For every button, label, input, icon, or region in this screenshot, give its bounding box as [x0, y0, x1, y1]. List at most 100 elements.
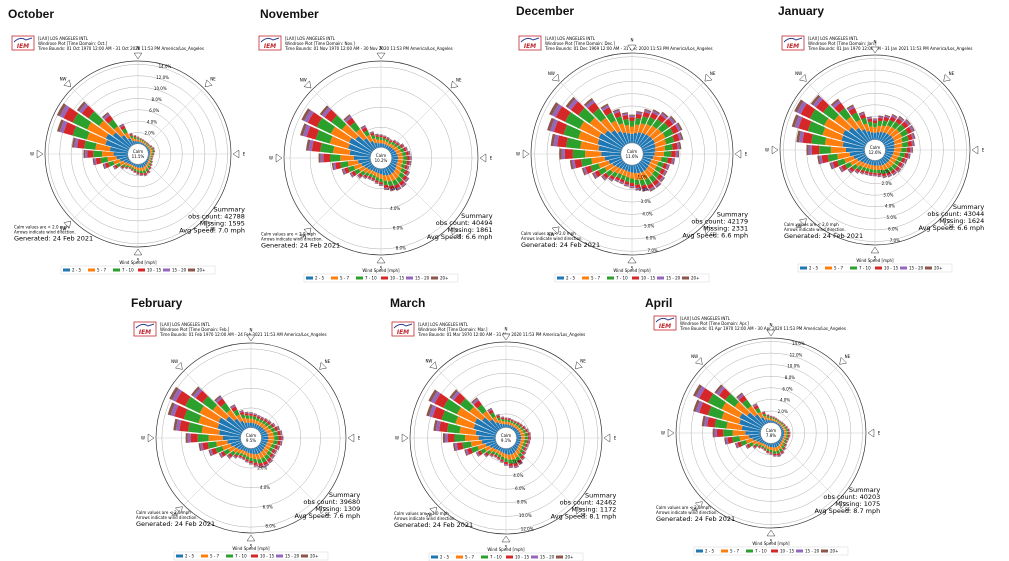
wind-bar-segment	[56, 103, 67, 117]
wind-bar-segment	[870, 132, 874, 140]
wind-bar-segment	[86, 132, 108, 145]
wind-bar-segment	[752, 404, 758, 408]
wind-bar-segment	[482, 417, 499, 432]
wind-bar-segment	[912, 140, 915, 147]
calm-circle	[127, 143, 149, 165]
summary-missing: Missing: 1861	[448, 226, 493, 234]
wind-bar-segment	[397, 145, 402, 150]
wind-bar-segment	[57, 119, 65, 133]
iem-logo-text: IEM	[17, 43, 29, 50]
grid-spoke	[703, 440, 764, 501]
legend-label: 2 - 5	[440, 555, 450, 560]
legend-label: 5 - 7	[465, 555, 475, 560]
wind-bar-segment	[605, 112, 616, 124]
wind-bar-segment	[388, 141, 392, 145]
wind-bar-segment	[209, 449, 214, 456]
wind-bar-segment	[510, 446, 516, 454]
wind-bar-segment	[897, 162, 903, 168]
wind-bar-segment	[349, 150, 371, 157]
legend-swatch	[431, 555, 438, 559]
wind-bar-segment	[741, 425, 761, 432]
wind-bar-segment	[253, 465, 259, 467]
wind-bar-segment	[647, 183, 655, 190]
wind-bar-segment	[528, 440, 530, 444]
radial-label: 1.0%	[880, 169, 890, 174]
wind-bar-segment	[907, 153, 910, 159]
compass-label: SE	[456, 233, 462, 238]
wind-bar-segment	[123, 158, 130, 163]
legend-swatch	[226, 554, 233, 558]
summary-obs-count: obs count: 39680	[303, 498, 360, 506]
wind-bar-segment	[260, 440, 268, 445]
radial-label: 4.0%	[885, 204, 895, 209]
wind-bar-segment	[383, 180, 388, 186]
wind-bar-segment	[249, 463, 253, 464]
wind-bar-segment	[864, 173, 869, 176]
radial-label: 6.0%	[393, 226, 403, 231]
wind-bar-segment	[376, 139, 380, 144]
wind-bar-segment	[218, 453, 223, 459]
wind-bar-segment	[616, 173, 623, 179]
wind-bar-segment	[384, 141, 389, 145]
wind-bar-segment	[148, 166, 152, 170]
wind-bar-segment	[76, 101, 86, 112]
wind-bar-segment	[447, 433, 455, 443]
generated-date: Generated: 24 Feb 2021	[136, 520, 215, 528]
grid-spoke	[778, 440, 839, 501]
wind-bar-segment	[780, 435, 784, 439]
wind-bar-segment	[778, 422, 781, 425]
wind-bar-segment	[674, 123, 681, 132]
wind-bar-segment	[885, 145, 895, 149]
wind-bar-segment	[524, 443, 528, 448]
wind-bar-segment	[208, 434, 224, 442]
wind-bar-segment	[786, 437, 789, 441]
compass-label: NE	[710, 71, 716, 76]
compass-arrow	[704, 73, 713, 82]
wind-bar-segment	[529, 431, 531, 436]
wind-bar-segment	[136, 172, 140, 174]
radial-label: 6.0%	[782, 386, 792, 391]
wind-bar-segment	[129, 133, 133, 137]
legend-swatch	[557, 276, 564, 280]
wind-bar-segment	[649, 128, 662, 140]
wind-bar-segment	[716, 386, 725, 396]
wind-bar-segment	[371, 134, 376, 140]
wind-bar-segment	[877, 117, 884, 122]
wind-bar-segment	[142, 139, 145, 141]
wind-bar-segment	[136, 164, 140, 168]
wind-bar-segment	[148, 143, 150, 146]
legend-label: 7 - 10	[616, 276, 628, 281]
wind-bar-segment	[220, 451, 227, 457]
wind-bar-segment	[646, 166, 655, 174]
wind-bar-segment	[150, 164, 153, 167]
compass-arrow	[429, 361, 438, 370]
calm-label: Calm	[501, 433, 511, 438]
wind-bar-segment	[786, 431, 789, 435]
legend-label: 7 - 10	[755, 549, 767, 554]
compass-arrow	[551, 226, 560, 235]
wind-bar-segment	[374, 182, 379, 184]
wind-bar-segment	[270, 423, 275, 428]
wind-bar-segment	[846, 116, 860, 131]
wind-bar-segment	[796, 130, 801, 143]
wind-bar-segment	[147, 161, 150, 165]
plot-title: Windrose Plot [Time Domain: Nov.]	[285, 41, 355, 46]
wind-bar-segment	[507, 418, 511, 421]
wind-bar-segment	[395, 176, 403, 184]
wind-bar-segment	[255, 446, 261, 454]
wind-bar-segment	[78, 103, 89, 114]
compass-arrow	[319, 506, 328, 515]
wind-bar-segment	[610, 165, 618, 173]
wind-bar-segment	[277, 440, 281, 446]
wind-bar-segment	[244, 411, 249, 413]
wind-bar-segment	[409, 160, 412, 166]
wind-bar-segment	[315, 130, 333, 144]
wind-bar-segment	[374, 182, 379, 185]
compass-arrow	[36, 149, 44, 159]
compass-arrow	[971, 145, 979, 155]
wind-bar-segment	[249, 448, 253, 454]
summary-obs-count: obs count: 40203	[823, 493, 880, 501]
wind-bar-segment	[242, 454, 247, 458]
wind-bar-segment	[740, 440, 748, 446]
wind-bar-segment	[788, 428, 790, 432]
